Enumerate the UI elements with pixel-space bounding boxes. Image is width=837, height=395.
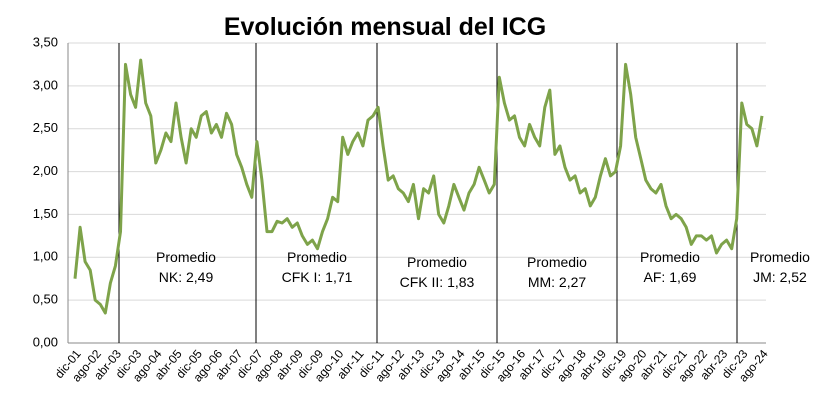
y-tick-label: 2,50 bbox=[33, 120, 58, 135]
annotation-text: AF: 1,69 bbox=[644, 269, 697, 285]
annotation-text: CFK II: 1,83 bbox=[400, 274, 475, 290]
annotation-title: Promedio bbox=[750, 249, 810, 265]
y-tick-label: 1,50 bbox=[33, 206, 58, 221]
y-tick-label: 3,00 bbox=[33, 77, 58, 92]
data-line bbox=[73, 58, 764, 315]
annotation-text: MM: 2,27 bbox=[528, 274, 587, 290]
chart-title: Evolución mensual del ICG bbox=[224, 13, 546, 41]
y-tick-label: 0,50 bbox=[33, 292, 58, 307]
annotation-title: Promedio bbox=[156, 249, 216, 265]
y-tick-label: 2,00 bbox=[33, 163, 58, 178]
annotation-text: CFK I: 1,71 bbox=[282, 269, 353, 285]
annotation-text: NK: 2,49 bbox=[159, 269, 214, 285]
y-tick-label: 0,00 bbox=[33, 334, 58, 349]
annotation-title: Promedio bbox=[407, 254, 467, 270]
y-tick-label: 3,50 bbox=[33, 34, 58, 49]
annotation-title: Promedio bbox=[640, 249, 700, 265]
annotation-title: Promedio bbox=[527, 254, 587, 270]
y-tick-label: 1,00 bbox=[33, 249, 58, 264]
annotation-title: Promedio bbox=[287, 249, 347, 265]
annotation-text: JM: 2,52 bbox=[753, 269, 807, 285]
